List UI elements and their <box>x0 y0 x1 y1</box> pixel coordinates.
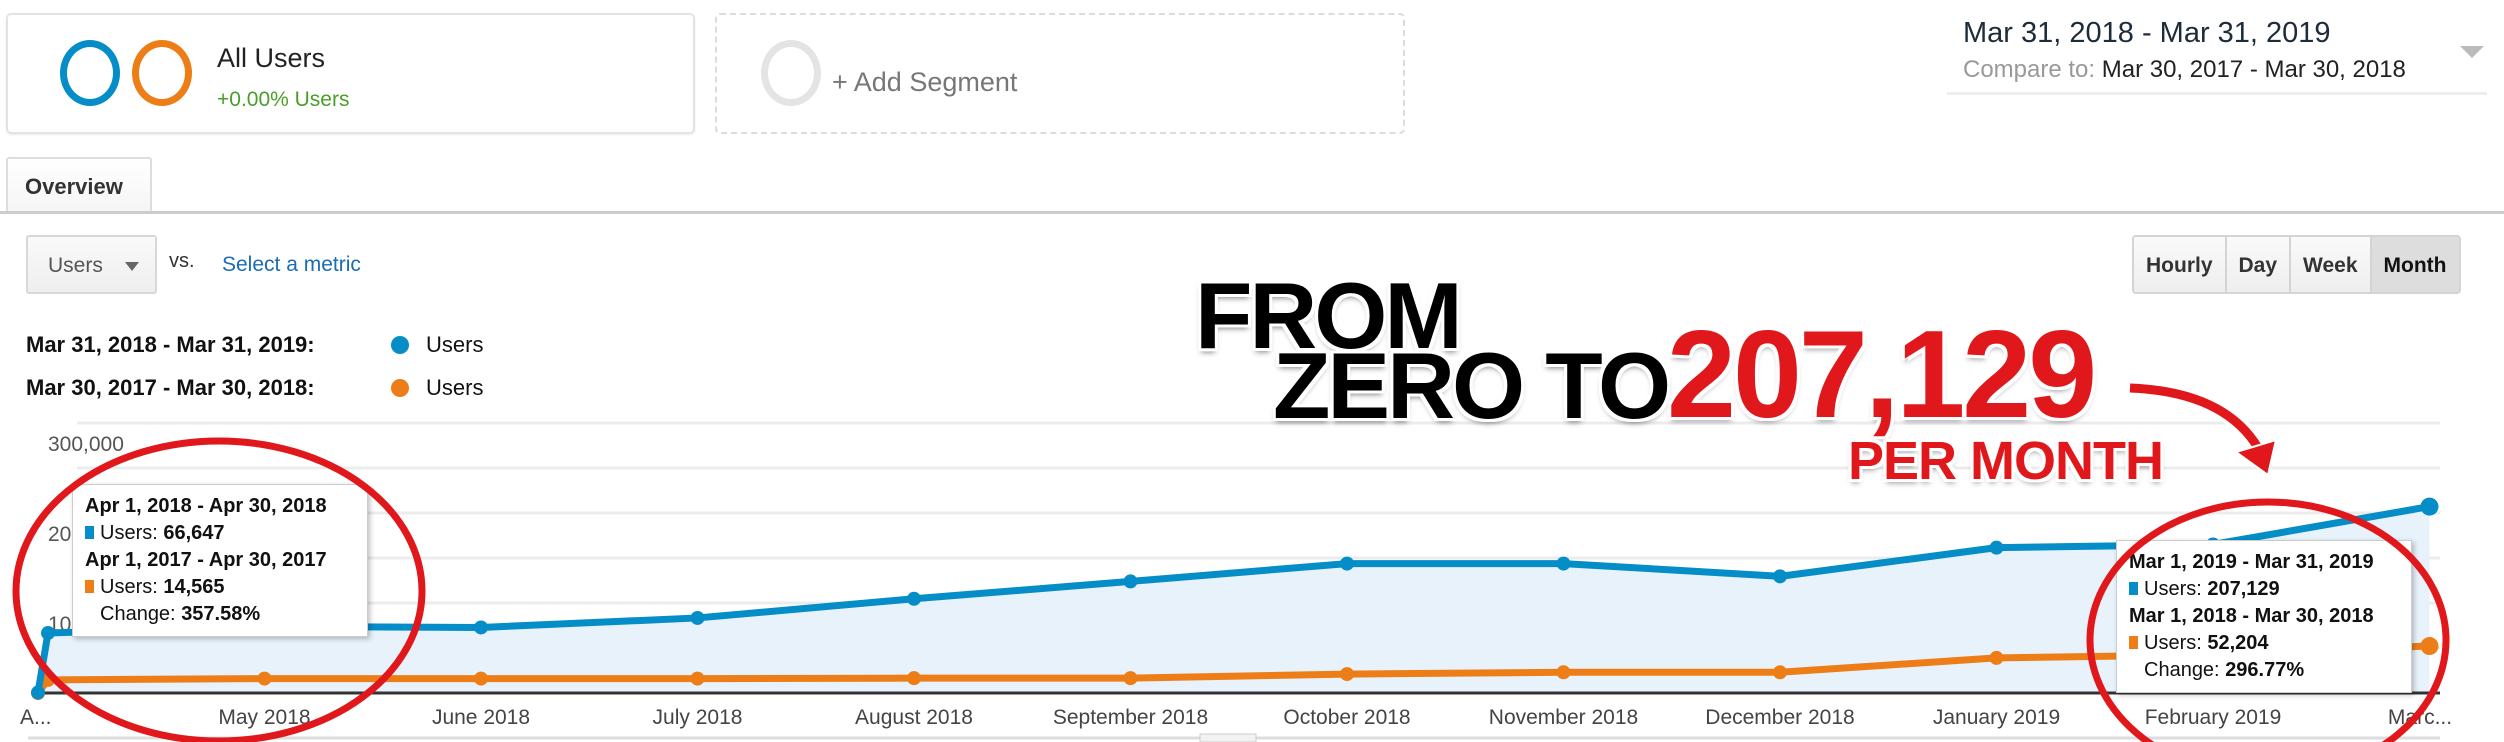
users-value: 66,647 <box>163 522 225 544</box>
granularity-month[interactable]: Month <box>2371 237 2459 292</box>
data-point <box>474 620 488 635</box>
annotation-per-month: PER MONTH <box>1848 431 2164 491</box>
empty-segment-ring-icon <box>761 40 821 106</box>
annotation-zero-to: ZERO TO <box>1273 333 1671 438</box>
area-fill <box>38 506 2430 693</box>
users-value: 14,565 <box>163 576 225 598</box>
granularity-toggle: Hourly Day Week Month <box>2132 235 2461 294</box>
change-label: Change: <box>2144 659 2220 681</box>
users-label: Users: <box>2144 578 2202 600</box>
legend-range: Mar 31, 2018 - Mar 31, 2019: <box>26 332 315 357</box>
data-point <box>257 671 272 686</box>
legend-previous: Mar 30, 2017 - Mar 30, 2018: Users <box>26 375 483 401</box>
segment-card-all-users[interactable]: All Users +0.00% Users <box>6 13 695 134</box>
compare-range[interactable]: Compare to: Mar 30, 2017 - Mar 30, 2018 <box>1963 56 2406 84</box>
tooltip-range: Mar 1, 2019 - Mar 31, 2019 <box>2129 551 2374 573</box>
tooltip-march: Mar 1, 2019 - Mar 31, 2019 Users: 207,12… <box>2116 540 2412 693</box>
x-tick-label: January 2019 <box>1933 706 2060 729</box>
x-tick-label: July 2018 <box>653 706 743 729</box>
add-segment-button[interactable]: + Add Segment <box>715 13 1405 134</box>
tooltip-april: Apr 1, 2018 - Apr 30, 2018 Users: 66,647… <box>72 484 368 637</box>
x-tick-label: February 2019 <box>2145 706 2282 729</box>
caret-down-icon <box>125 262 139 271</box>
segment-title: All Users <box>217 43 326 73</box>
data-point <box>1123 574 1138 589</box>
data-point <box>474 671 488 686</box>
legend-metric: Users <box>426 375 484 400</box>
change-value: 357.58% <box>181 603 261 625</box>
users-label: Users: <box>2144 632 2202 654</box>
x-tick-label: August 2018 <box>855 706 973 729</box>
legend-range: Mar 30, 2017 - Mar 30, 2018: <box>26 375 315 400</box>
blue-dot-icon <box>391 336 409 354</box>
change-value: 296.77% <box>2225 659 2305 681</box>
data-point <box>690 671 705 686</box>
orange-dot-icon <box>391 379 409 397</box>
data-point <box>2420 497 2439 516</box>
y-tick-label: 300,000 <box>48 433 124 456</box>
change-label: Change: <box>100 603 176 625</box>
granularity-day[interactable]: Day <box>2226 237 2292 292</box>
orange-square-icon <box>85 580 94 593</box>
data-point <box>1989 650 2004 665</box>
tooltip-range: Apr 1, 2018 - Apr 30, 2018 <box>85 495 327 517</box>
tooltip-range: Mar 1, 2018 - Mar 30, 2018 <box>2129 605 2374 627</box>
data-point <box>1773 569 1787 584</box>
vs-label: vs. <box>169 250 195 272</box>
data-point <box>907 591 921 606</box>
x-tick-label: December 2018 <box>1705 706 1854 729</box>
granularity-week[interactable]: Week <box>2291 237 2372 292</box>
select-metric-link[interactable]: Select a metric <box>222 253 361 276</box>
data-point <box>690 610 705 625</box>
users-value: 207,129 <box>2207 578 2280 600</box>
data-point <box>31 685 45 700</box>
compare-value: Mar 30, 2017 - Mar 30, 2018 <box>2101 56 2406 83</box>
users-label: Users: <box>100 576 158 598</box>
x-tick-label: June 2018 <box>432 706 530 729</box>
data-point <box>1989 540 2004 555</box>
data-point <box>1340 556 1354 571</box>
tab-divider <box>0 211 2504 214</box>
tab-overview[interactable]: Overview <box>6 157 152 214</box>
annotation-number: 207,129 <box>1667 306 2097 444</box>
data-point <box>1556 665 1571 680</box>
data-point <box>41 626 55 641</box>
x-tick-label: Marc... <box>2388 706 2452 729</box>
x-tick-label: A... <box>20 706 52 729</box>
x-tick-label: November 2018 <box>1489 706 1638 729</box>
data-point <box>1123 671 1138 686</box>
blue-square-icon <box>85 526 94 539</box>
data-point <box>907 671 921 686</box>
add-segment-label: + Add Segment <box>832 67 1018 97</box>
date-range-underline <box>1947 92 2487 95</box>
legend-current: Mar 31, 2018 - Mar 31, 2019: Users <box>26 332 483 358</box>
granularity-hourly[interactable]: Hourly <box>2134 237 2227 292</box>
users-value: 52,204 <box>2207 632 2269 654</box>
data-point <box>1773 665 1787 680</box>
x-tick-label: October 2018 <box>1283 706 1410 729</box>
data-point <box>2420 637 2439 656</box>
segment-orange-ring-icon <box>132 40 192 106</box>
metric-dropdown[interactable]: Users <box>26 235 157 294</box>
segment-subtitle: +0.00% Users <box>217 88 350 111</box>
blue-square-icon <box>2129 582 2138 595</box>
metric-value: Users <box>48 254 103 277</box>
x-tick-label: September 2018 <box>1053 706 1208 729</box>
orange-square-icon <box>2129 636 2138 649</box>
segment-blue-ring-icon <box>60 40 120 106</box>
data-point <box>1556 556 1571 571</box>
legend-metric: Users <box>426 332 484 357</box>
users-label: Users: <box>100 522 158 544</box>
data-point <box>1340 667 1354 682</box>
resize-handle <box>1199 733 1257 742</box>
chevron-down-icon[interactable] <box>2460 46 2484 58</box>
y-tick-label: 20 <box>48 523 71 546</box>
annotation-from: FROM <box>1195 263 1463 368</box>
tooltip-range: Apr 1, 2017 - Apr 30, 2017 <box>85 549 327 571</box>
date-range-picker[interactable]: Mar 31, 2018 - Mar 31, 2019 <box>1963 17 2331 49</box>
compare-label: Compare to: <box>1963 56 2096 83</box>
x-tick-label: May 2018 <box>218 706 310 729</box>
